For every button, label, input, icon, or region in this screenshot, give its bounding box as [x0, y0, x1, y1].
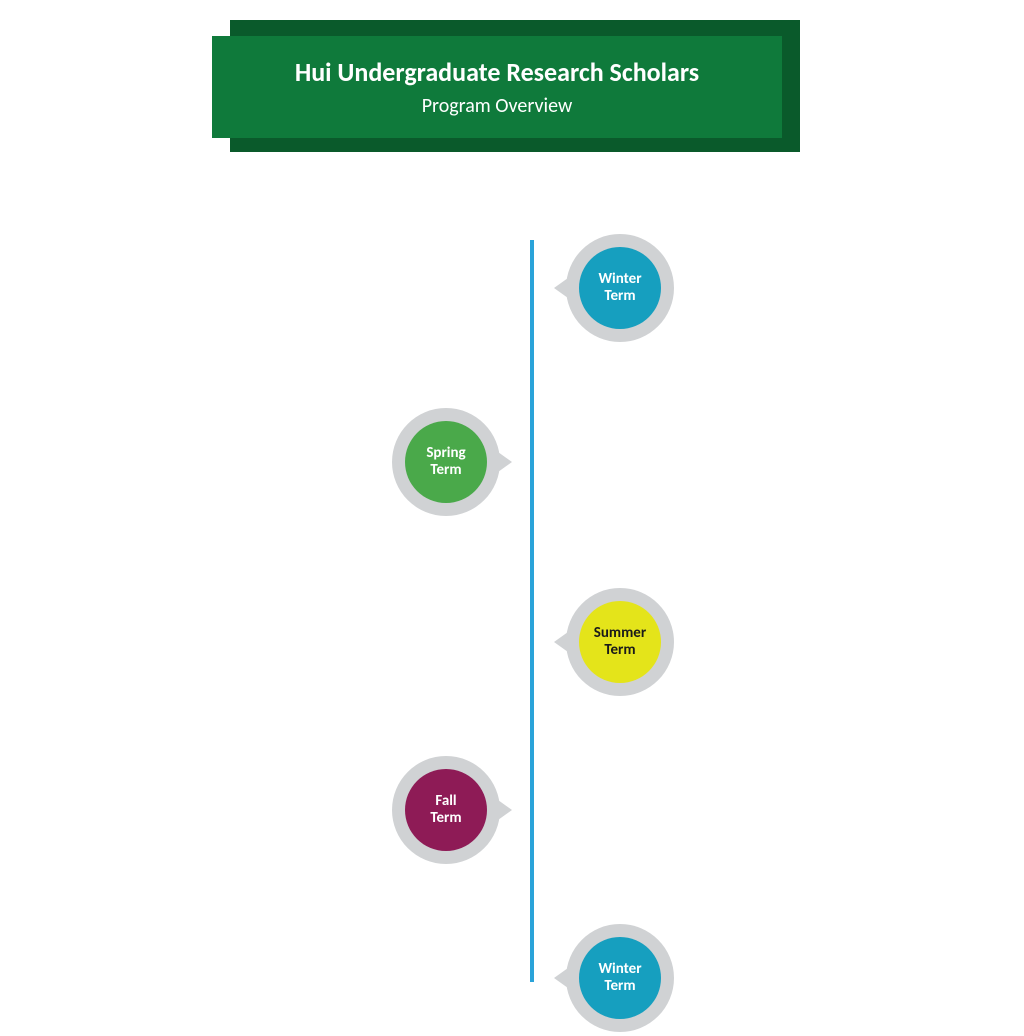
timeline-node-label-line1: Spring [426, 445, 465, 462]
timeline-node-winter2: WinterTerm [566, 924, 674, 1032]
timeline-node-label-line2: Term [604, 978, 635, 995]
timeline-node-summer: SummerTerm [566, 588, 674, 696]
node-pointer-icon [554, 632, 568, 652]
timeline-node-label-line2: Term [604, 642, 635, 659]
node-pointer-icon [554, 278, 568, 298]
timeline-node-spring: SpringTerm [392, 408, 500, 516]
timeline-node-inner: WinterTerm [579, 247, 661, 329]
banner-front-plate: Hui Undergraduate Research Scholars Prog… [212, 36, 782, 138]
timeline-node-label-line1: Winter [598, 271, 641, 288]
timeline-node-inner: FallTerm [405, 769, 487, 851]
timeline-node-fall: FallTerm [392, 756, 500, 864]
node-pointer-icon [498, 452, 512, 472]
timeline-node-label-line2: Term [430, 810, 461, 827]
node-pointer-icon [554, 968, 568, 988]
timeline-node-label-line1: Summer [594, 625, 646, 642]
diagram-stage: Hui Undergraduate Research Scholars Prog… [0, 0, 1024, 1036]
timeline-node-inner: SummerTerm [579, 601, 661, 683]
timeline-node-winter1: WinterTerm [566, 234, 674, 342]
timeline-node-inner: SpringTerm [405, 421, 487, 503]
node-pointer-icon [498, 800, 512, 820]
timeline-node-label-line1: Fall [435, 793, 456, 810]
timeline-node-label-line2: Term [430, 462, 461, 479]
banner-title: Hui Undergraduate Research Scholars [212, 56, 782, 88]
timeline-line [530, 240, 534, 982]
banner-subtitle: Program Overview [212, 94, 782, 118]
timeline-node-inner: WinterTerm [579, 937, 661, 1019]
timeline-node-label-line2: Term [604, 288, 635, 305]
timeline-node-label-line1: Winter [598, 961, 641, 978]
